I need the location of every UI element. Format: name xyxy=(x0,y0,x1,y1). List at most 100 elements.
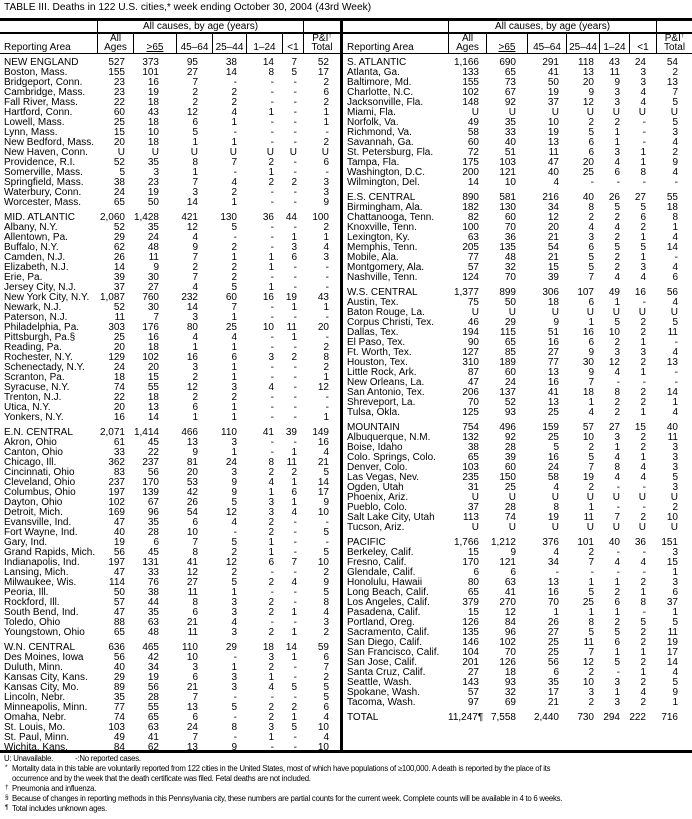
reporting-area-cell: Atlanta, Ga. xyxy=(347,67,400,78)
age-under-1-cell: 2 xyxy=(291,702,297,713)
all-ages-cell: 133 xyxy=(462,67,479,78)
all-ages-cell: 103 xyxy=(462,462,479,473)
half-divider xyxy=(340,18,343,753)
reporting-area-cell: Denver, Colo. xyxy=(347,462,408,473)
age-25-44-cell: - xyxy=(233,77,237,88)
all-ages-cell: 80 xyxy=(467,577,479,588)
age-1-24-cell: 26 xyxy=(608,192,620,203)
age-1-24-cell: - xyxy=(270,187,274,198)
age-25-44-cell: 2 xyxy=(231,97,237,108)
age-25-44-cell: U xyxy=(586,107,594,118)
age-1-24-cell: 3 xyxy=(268,722,274,733)
table-row: Rockford, Ill. 57 44 8 3 2 - 8 xyxy=(0,598,340,608)
reporting-area-cell: Knoxville, Tenn. xyxy=(347,222,417,233)
age-45-64-cell: 19 xyxy=(547,512,559,523)
age-65-plus-cell: 96 xyxy=(504,627,516,638)
table-row: Schenectady, N.Y. 24 20 3 1 - - 2 xyxy=(0,363,340,373)
all-ages-cell: 47 xyxy=(113,607,125,618)
all-ages-cell: 155 xyxy=(108,67,125,78)
reporting-area-cell: Springfield, Mass. xyxy=(4,177,84,188)
age-1-24-cell: 1 xyxy=(614,137,620,148)
age-65-plus-cell: 137 xyxy=(499,387,516,398)
pi-total-cell: 1 xyxy=(323,372,329,383)
age-65-plus-cell: U xyxy=(151,147,159,158)
age-45-64-cell: 5 xyxy=(192,127,198,138)
age-65-plus-cell: 55 xyxy=(147,382,159,393)
age-45-64-cell: 20 xyxy=(547,222,559,233)
age-65-plus-cell: 18 xyxy=(147,137,159,148)
age-65-plus-cell: 270 xyxy=(499,597,516,608)
pi-total-cell: 1 xyxy=(323,302,329,313)
age-45-64-cell: 2 xyxy=(192,372,198,383)
all-ages-cell: 362 xyxy=(108,457,125,468)
age-65-plus-cell: 38 xyxy=(147,587,159,598)
age-65-plus-cell: 62 xyxy=(147,742,159,753)
age-65-plus-cell: U xyxy=(508,522,516,533)
age-1-24-cell: - xyxy=(270,587,274,598)
age-45-64-cell: 47 xyxy=(547,157,559,168)
region-group: E.N. CENTRAL 2,071 1,414 466 110 41 39 149 Akron… xyxy=(0,428,340,638)
age-under-1-cell: 2 xyxy=(640,697,646,708)
age-under-1-cell: - xyxy=(293,362,297,373)
pi-total-cell: 14 xyxy=(666,387,678,398)
age-45-64-cell: 25 xyxy=(547,637,559,648)
header-group-row: All causes, by age (years) xyxy=(0,21,340,34)
age-under-1-cell: 1 xyxy=(640,407,646,418)
age-45-64-cell: 50 xyxy=(547,77,559,88)
all-ages-cell: 15 xyxy=(113,127,125,138)
all-ages-cell: 25 xyxy=(113,332,125,343)
pi-total-cell: 40 xyxy=(666,422,678,433)
age-under-1-cell: 2 xyxy=(291,177,297,188)
age-1-24-cell: 294 xyxy=(603,712,620,723)
all-ages-cell: 20 xyxy=(113,342,125,353)
age-65-plus-cell: 101 xyxy=(142,67,159,78)
all-ages-cell: 18 xyxy=(113,372,125,383)
pi-total-cell: 5 xyxy=(672,617,678,628)
age-1-24-cell: 1 xyxy=(614,647,620,658)
age-25-44-cell: - xyxy=(233,732,237,743)
age-1-24-cell: 36 xyxy=(262,212,274,223)
age-25-44-cell: 2 xyxy=(231,392,237,403)
age-25-44-cell: 9 xyxy=(231,477,237,488)
age-65-plus-cell: 28 xyxy=(504,502,516,513)
all-ages-cell: 23 xyxy=(113,87,125,98)
age-under-1-cell: - xyxy=(293,107,297,118)
table-row: Houston, Tex. 310 189 77 30 12 2 13 xyxy=(343,358,692,368)
age-65-plus-cell: 65 xyxy=(504,337,516,348)
table-row: Des Moines, Iowa 56 42 10 - 3 1 6 xyxy=(0,653,340,663)
age-25-44-cell: 4 xyxy=(231,107,237,118)
reporting-area-cell: Kansas City, Mo. xyxy=(4,682,79,693)
age-1-24-cell: 2 xyxy=(268,662,274,673)
age-65-plus-cell: 25 xyxy=(504,482,516,493)
all-ages-cell: 77 xyxy=(467,252,479,263)
reporting-area-cell: New Orleans, La. xyxy=(347,377,425,388)
age-65-plus-cell: 39 xyxy=(504,452,516,463)
age-45-64-cell: 13 xyxy=(186,702,198,713)
age-65-plus-cell: 44 xyxy=(147,597,159,608)
pi-total-cell: 7 xyxy=(672,87,678,98)
age-45-64-cell: 21 xyxy=(547,697,559,708)
age-1-24-cell: - xyxy=(616,667,620,678)
age-1-24-cell: 1 xyxy=(614,127,620,138)
age-under-1-cell: 7 xyxy=(291,557,297,568)
age-65-plus-cell: 35 xyxy=(147,517,159,528)
all-ages-cell: 1,377 xyxy=(453,287,479,298)
pi-label: P&I† xyxy=(312,33,331,44)
age-1-24-cell: 1 xyxy=(268,167,274,178)
dagger-mark: † xyxy=(680,33,685,39)
table-row: Trenton, N.J. 22 18 2 2- - - xyxy=(0,393,340,403)
pi-total-cell: - xyxy=(325,262,329,273)
age-under-1-cell: - xyxy=(293,672,297,683)
reporting-area-cell: Nashville, Tenn. xyxy=(347,272,418,283)
reporting-area-cell: Cambridge, Mass. xyxy=(4,87,86,98)
pi-total-cell: 6 xyxy=(672,587,678,598)
age-1-24-cell: - xyxy=(270,742,274,753)
age-1-24-cell: 1 xyxy=(268,547,274,558)
age-45-64-cell: 11 xyxy=(187,627,198,638)
table-row: Fresno, Calif. 170 121 34 7 4 4 15 xyxy=(343,558,692,568)
age-25-44-cell: 10 xyxy=(582,677,594,688)
age-25-44-cell: 11 xyxy=(583,512,594,523)
pi-total-cell: - xyxy=(325,517,329,528)
column-header-text: 1–24 xyxy=(603,42,626,53)
age-45-64-cell: 12 xyxy=(186,567,198,578)
